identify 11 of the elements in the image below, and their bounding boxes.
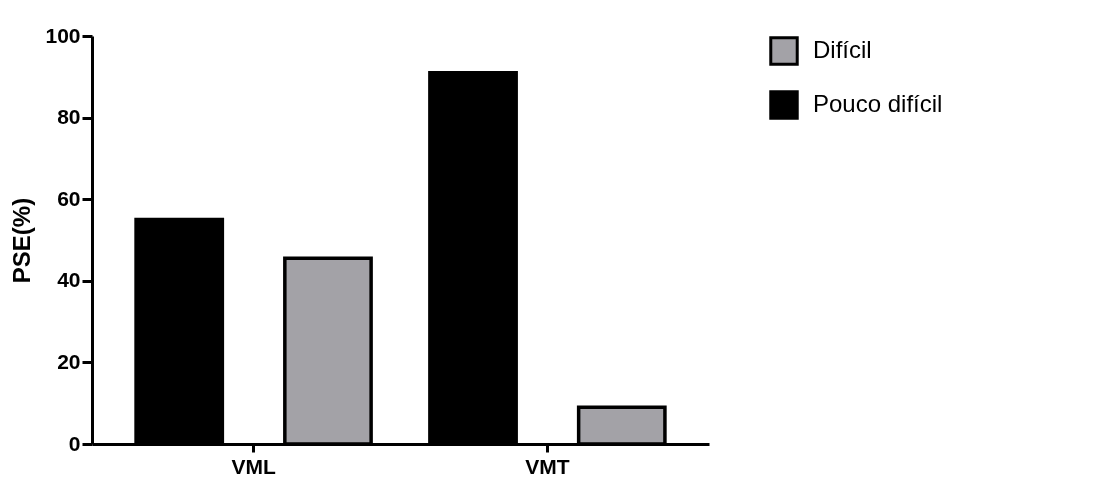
y-tick-label: 40 [57,268,81,292]
y-tick-label: 0 [68,431,81,455]
y-tick-label: 60 [57,186,81,210]
legend-label: Pouco difícil [813,90,943,117]
x-tick-label: VMT [525,454,570,478]
y-axis-title: PSE(%) [8,197,36,284]
legend-label: Difícil [813,36,872,63]
y-tick-label: 100 [45,23,81,47]
x-tick-label: VML [231,454,276,478]
y-tick-label: 20 [57,349,81,373]
y-tick-label: 80 [57,105,81,129]
